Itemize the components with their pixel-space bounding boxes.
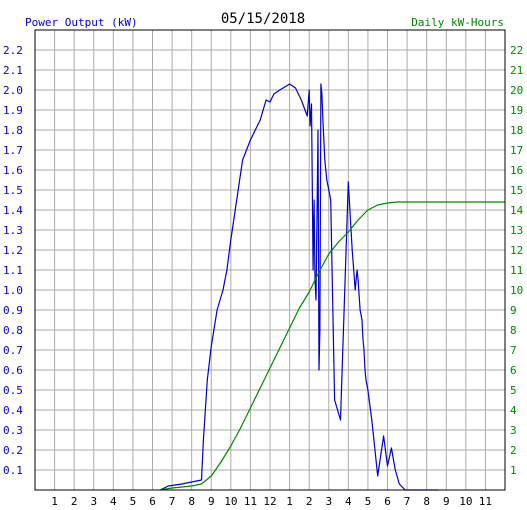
x-tick-label: 9	[208, 495, 215, 508]
y-right-tick-label: 4	[510, 404, 517, 417]
y-left-tick-label: 0.6	[3, 364, 23, 377]
y-left-tick-label: 1.5	[3, 184, 23, 197]
x-tick-label: 6	[149, 495, 156, 508]
x-tick-label: 3	[90, 495, 97, 508]
y-left-tick-label: 1.8	[3, 124, 23, 137]
x-tick-label: 8	[188, 495, 195, 508]
y-right-tick-label: 14	[510, 204, 524, 217]
x-tick-label: 1	[51, 495, 58, 508]
y-left-tick-label: 1.0	[3, 284, 23, 297]
y-left-tick-label: 0.8	[3, 324, 23, 337]
x-tick-label: 4	[345, 495, 352, 508]
y-right-tick-label: 6	[510, 364, 517, 377]
left-axis-label: Power Output (kW)	[25, 16, 138, 29]
y-left-tick-label: 1.4	[3, 204, 23, 217]
y-right-tick-label: 16	[510, 164, 523, 177]
y-left-tick-label: 0.9	[3, 304, 23, 317]
plot-frame	[34, 29, 506, 491]
y-right-tick-label: 17	[510, 144, 523, 157]
y-right-tick-label: 11	[510, 264, 523, 277]
x-tick-label: 7	[404, 495, 411, 508]
y-left-tick-label: 1.6	[3, 164, 23, 177]
y-left-tick-label: 0.4	[3, 404, 23, 417]
y-right-tick-label: 5	[510, 384, 517, 397]
x-tick-label: 8	[423, 495, 430, 508]
chart-title: 05/15/2018	[221, 11, 305, 27]
x-tick-label: 11	[244, 495, 257, 508]
x-tick-label: 10	[459, 495, 472, 508]
right-axis-label: Daily kW-Hours	[411, 16, 504, 29]
y-right-tick-label: 22	[510, 44, 523, 57]
x-tick-label: 5	[130, 495, 137, 508]
y-left-tick-label: 1.2	[3, 244, 23, 257]
y-right-tick-label: 10	[510, 284, 523, 297]
y-left-tick-label: 1.9	[3, 104, 23, 117]
x-tick-label: 10	[224, 495, 237, 508]
y-left-tick-label: 2.2	[3, 44, 23, 57]
grid-lines	[35, 30, 505, 490]
x-tick-label: 7	[169, 495, 176, 508]
x-tick-label: 4	[110, 495, 117, 508]
y-left-tick-label: 2.1	[3, 64, 23, 77]
y-right-tick-label: 19	[510, 104, 523, 117]
y-right-tick-label: 20	[510, 84, 523, 97]
y-right-tick-label: 8	[510, 324, 517, 337]
x-tick-label: 2	[71, 495, 78, 508]
x-tick-label: 6	[384, 495, 391, 508]
x-tick-label: 9	[443, 495, 450, 508]
data-series	[160, 83, 505, 491]
y-left-tick-label: 0.3	[3, 424, 23, 437]
y-right-tick-label: 18	[510, 124, 523, 137]
y-left-tick-label: 2.0	[3, 84, 23, 97]
x-tick-label: 3	[325, 495, 332, 508]
y-right-tick-label: 13	[510, 224, 523, 237]
y-right-tick-label: 3	[510, 424, 517, 437]
y-left-tick-label: 0.7	[3, 344, 23, 357]
y-left-tick-label: 1.1	[3, 264, 23, 277]
x-tick-label: 5	[365, 495, 372, 508]
power-output-line	[160, 83, 439, 491]
y-left-tick-label: 1.3	[3, 224, 23, 237]
y-left-tick-label: 1.7	[3, 144, 23, 157]
x-tick-label: 2	[306, 495, 313, 508]
y-right-tick-label: 12	[510, 244, 523, 257]
y-left-tick-label: 0.2	[3, 444, 23, 457]
x-tick-label: 1	[286, 495, 293, 508]
y-left-tick-label: 0.1	[3, 464, 23, 477]
y-left-tick-label: 0.5	[3, 384, 23, 397]
x-tick-label: 11	[479, 495, 492, 508]
y-right-tick-label: 9	[510, 304, 517, 317]
y-right-tick-label: 7	[510, 344, 517, 357]
daily-kwh-line	[160, 201, 505, 491]
axis-tick-labels: 1 2 3 4 5 6 7 8 9 10 11 12 1 2 3 4 5 6 7 8 9 10 110.1 10.2 20.3 3…	[3, 44, 524, 508]
y-right-tick-label: 1	[510, 464, 517, 477]
y-right-tick-label: 21	[510, 64, 523, 77]
x-tick-label: 12	[263, 495, 276, 508]
y-right-tick-label: 15	[510, 184, 523, 197]
y-right-tick-label: 2	[510, 444, 517, 457]
